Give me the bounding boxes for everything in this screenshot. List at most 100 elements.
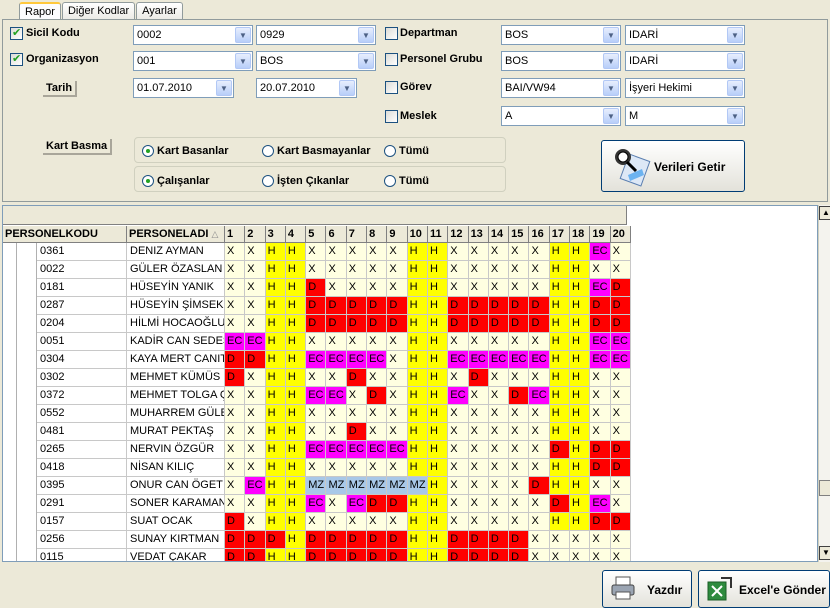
cell-day[interactable]: X xyxy=(306,513,327,531)
cell-day[interactable]: H xyxy=(427,459,449,477)
cell-day[interactable]: H xyxy=(570,243,591,261)
cell-day[interactable]: X xyxy=(326,495,347,513)
cell-day[interactable]: X xyxy=(590,369,611,387)
cell-day[interactable]: H xyxy=(407,333,428,351)
cell-day[interactable]: D xyxy=(306,315,327,333)
cell-day[interactable]: EC xyxy=(590,279,611,297)
cell-day[interactable]: H xyxy=(570,297,591,315)
sicil-from-combo[interactable]: 0002 ▼ xyxy=(133,25,253,45)
cell-day[interactable]: X xyxy=(468,459,489,477)
table-row[interactable]: 0418 NİSAN KILIÇ X X H H X X X X X H H X X X X X H H D D xyxy=(3,459,631,477)
verileri-getir-button[interactable]: Verileri Getir xyxy=(601,140,745,192)
col-header-day[interactable]: 19 xyxy=(590,226,611,243)
cell-day[interactable]: X xyxy=(367,405,388,423)
cell-day[interactable]: H xyxy=(549,261,571,279)
cell-day[interactable]: D xyxy=(448,297,469,315)
cell-day[interactable]: H xyxy=(570,405,591,423)
cell-day[interactable]: X xyxy=(346,243,368,261)
cell-day[interactable]: H xyxy=(549,513,571,531)
cell-day[interactable]: EC xyxy=(448,387,469,405)
col-header-day[interactable]: 17 xyxy=(549,226,571,243)
yazdir-button[interactable]: Yazdır xyxy=(602,570,692,608)
sicil-checkbox[interactable] xyxy=(10,26,23,40)
cell-day[interactable]: X xyxy=(225,495,246,513)
cell-day[interactable]: X xyxy=(610,477,631,495)
col-header-day[interactable]: 16 xyxy=(529,226,550,243)
cell-day[interactable]: H xyxy=(427,279,449,297)
col-header-code[interactable]: PERSONELKODU xyxy=(3,226,127,243)
cell-day[interactable]: X xyxy=(488,333,510,351)
cell-code[interactable]: 0157 xyxy=(37,513,127,531)
cell-name[interactable]: NERVIN ÖZGÜR xyxy=(127,441,225,459)
cell-day[interactable]: X xyxy=(529,459,550,477)
cell-day[interactable]: X xyxy=(488,243,510,261)
cell-day[interactable]: D xyxy=(367,297,388,315)
cell-day[interactable]: X xyxy=(346,387,368,405)
cell-day[interactable]: D xyxy=(610,297,631,315)
cell-day[interactable]: X xyxy=(509,261,530,279)
cell-day[interactable]: D xyxy=(509,549,530,561)
cell-day[interactable]: X xyxy=(387,279,408,297)
cell-day[interactable]: X xyxy=(529,369,550,387)
chevron-down-icon[interactable]: ▼ xyxy=(727,53,743,69)
cell-day[interactable]: X xyxy=(448,261,469,279)
cell-day[interactable]: X xyxy=(610,531,631,549)
cell-day[interactable]: H xyxy=(549,243,571,261)
cell-day[interactable]: H xyxy=(407,513,428,531)
cell-day[interactable]: H xyxy=(285,459,307,477)
cell-day[interactable]: H xyxy=(285,315,307,333)
cell-code[interactable]: 0372 xyxy=(37,387,127,405)
cell-day[interactable]: H xyxy=(265,387,286,405)
org-checkbox[interactable] xyxy=(10,52,23,66)
gorev-checkbox[interactable] xyxy=(385,81,398,94)
cell-day[interactable]: H xyxy=(549,387,571,405)
cell-day[interactable]: X xyxy=(610,405,631,423)
cell-day[interactable]: D xyxy=(387,297,408,315)
cell-code[interactable]: 0287 xyxy=(37,297,127,315)
attendance-grid[interactable]: PERSONELKODU PERSONELADI △ 1 2 3 4 5 6 7 8 9 10 11… xyxy=(2,205,818,562)
cell-day[interactable]: X xyxy=(387,333,408,351)
calisan-tumu-radio[interactable] xyxy=(384,175,396,187)
table-row[interactable]: 0302 MEHMET KÜMÜS D X H H X X D X X H H X D X X X H H X X xyxy=(3,369,631,387)
cell-day[interactable]: X xyxy=(326,279,347,297)
cell-day[interactable]: X xyxy=(468,243,489,261)
cell-day[interactable]: X xyxy=(468,405,489,423)
cell-day[interactable]: H xyxy=(549,405,571,423)
cell-day[interactable]: X xyxy=(509,513,530,531)
cell-day[interactable]: X xyxy=(245,297,266,315)
cell-day[interactable]: MZ xyxy=(407,477,428,495)
cell-day[interactable]: H xyxy=(265,549,286,561)
cell-day[interactable]: X xyxy=(529,279,550,297)
cell-day[interactable]: X xyxy=(590,531,611,549)
cell-day[interactable]: H xyxy=(407,531,428,549)
cell-code[interactable]: 0115 xyxy=(37,549,127,561)
cell-day[interactable]: EC xyxy=(529,387,550,405)
cell-code[interactable]: 0361 xyxy=(37,243,127,261)
cell-day[interactable]: D xyxy=(468,369,489,387)
cell-day[interactable]: MZ xyxy=(306,477,327,495)
cell-day[interactable]: EC xyxy=(590,243,611,261)
col-header-day[interactable]: 2 xyxy=(245,226,266,243)
cell-day[interactable]: H xyxy=(265,333,286,351)
cell-day[interactable]: X xyxy=(468,261,489,279)
cell-day[interactable]: X xyxy=(448,513,469,531)
cell-day[interactable]: H xyxy=(427,297,449,315)
cell-day[interactable]: X xyxy=(326,261,347,279)
cell-day[interactable]: H xyxy=(407,351,428,369)
cell-day[interactable]: D xyxy=(549,495,571,513)
cell-code[interactable]: 0552 xyxy=(37,405,127,423)
cell-day[interactable]: EC xyxy=(509,351,530,369)
cell-day[interactable]: D xyxy=(346,297,368,315)
cell-name[interactable]: NİSAN KILIÇ xyxy=(127,459,225,477)
cell-day[interactable]: X xyxy=(225,423,246,441)
tab-ayarlar[interactable]: Ayarlar xyxy=(136,2,183,19)
cell-day[interactable]: X xyxy=(468,495,489,513)
cell-day[interactable]: X xyxy=(367,369,388,387)
cell-day[interactable]: H xyxy=(285,549,307,561)
cell-name[interactable]: GÜLER ÖZASLAN xyxy=(127,261,225,279)
cell-name[interactable]: HİLMİ HOCAOĞLU xyxy=(127,315,225,333)
cell-day[interactable]: H xyxy=(549,423,571,441)
cell-day[interactable]: D xyxy=(346,315,368,333)
cell-day[interactable]: D xyxy=(306,531,327,549)
cell-day[interactable]: D xyxy=(448,549,469,561)
